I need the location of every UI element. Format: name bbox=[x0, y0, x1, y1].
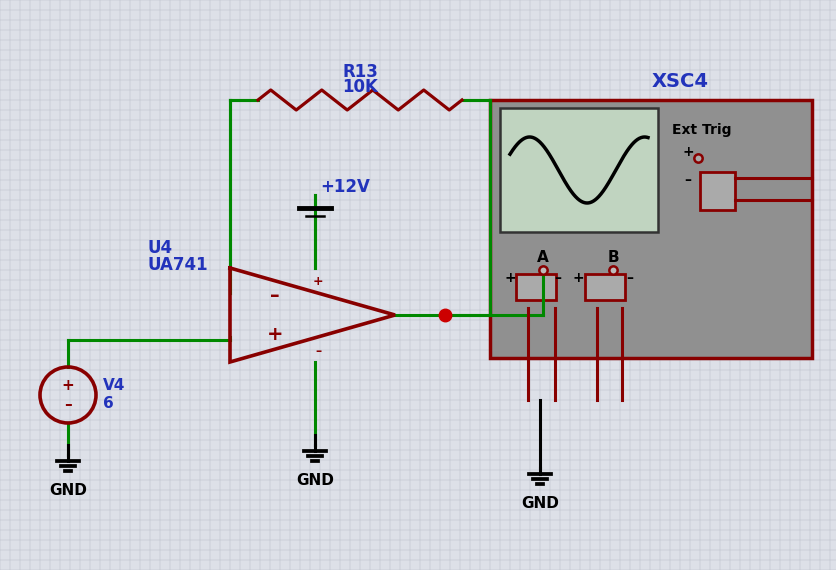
Text: +12V: +12V bbox=[319, 178, 370, 196]
Text: +: + bbox=[681, 145, 693, 159]
Text: GND: GND bbox=[296, 473, 334, 488]
Text: B: B bbox=[606, 250, 618, 266]
Text: UA741: UA741 bbox=[148, 256, 208, 274]
Text: GND: GND bbox=[49, 483, 87, 498]
Bar bbox=[515, 274, 555, 300]
Text: +: + bbox=[313, 275, 323, 288]
Bar bbox=[489, 100, 811, 358]
Text: R13: R13 bbox=[342, 63, 378, 81]
Text: +: + bbox=[503, 271, 515, 285]
Bar bbox=[584, 274, 624, 300]
Bar bbox=[499, 108, 657, 232]
Text: –: – bbox=[626, 271, 633, 285]
Text: A: A bbox=[537, 250, 548, 266]
Text: –: – bbox=[684, 173, 691, 187]
Text: +: + bbox=[267, 325, 283, 344]
Bar bbox=[699, 172, 734, 210]
Text: GND: GND bbox=[521, 496, 558, 511]
Text: –: – bbox=[553, 271, 561, 285]
Text: –: – bbox=[314, 345, 321, 359]
Text: XSC4: XSC4 bbox=[650, 72, 707, 92]
Text: +: + bbox=[572, 271, 584, 285]
Text: V4: V4 bbox=[103, 378, 125, 393]
Text: –: – bbox=[64, 397, 72, 412]
Text: 10K: 10K bbox=[342, 78, 378, 96]
Text: –: – bbox=[270, 286, 279, 305]
Text: U4: U4 bbox=[148, 239, 173, 257]
Text: 6: 6 bbox=[103, 397, 114, 412]
Text: Ext Trig: Ext Trig bbox=[671, 123, 731, 137]
Text: +: + bbox=[62, 378, 74, 393]
